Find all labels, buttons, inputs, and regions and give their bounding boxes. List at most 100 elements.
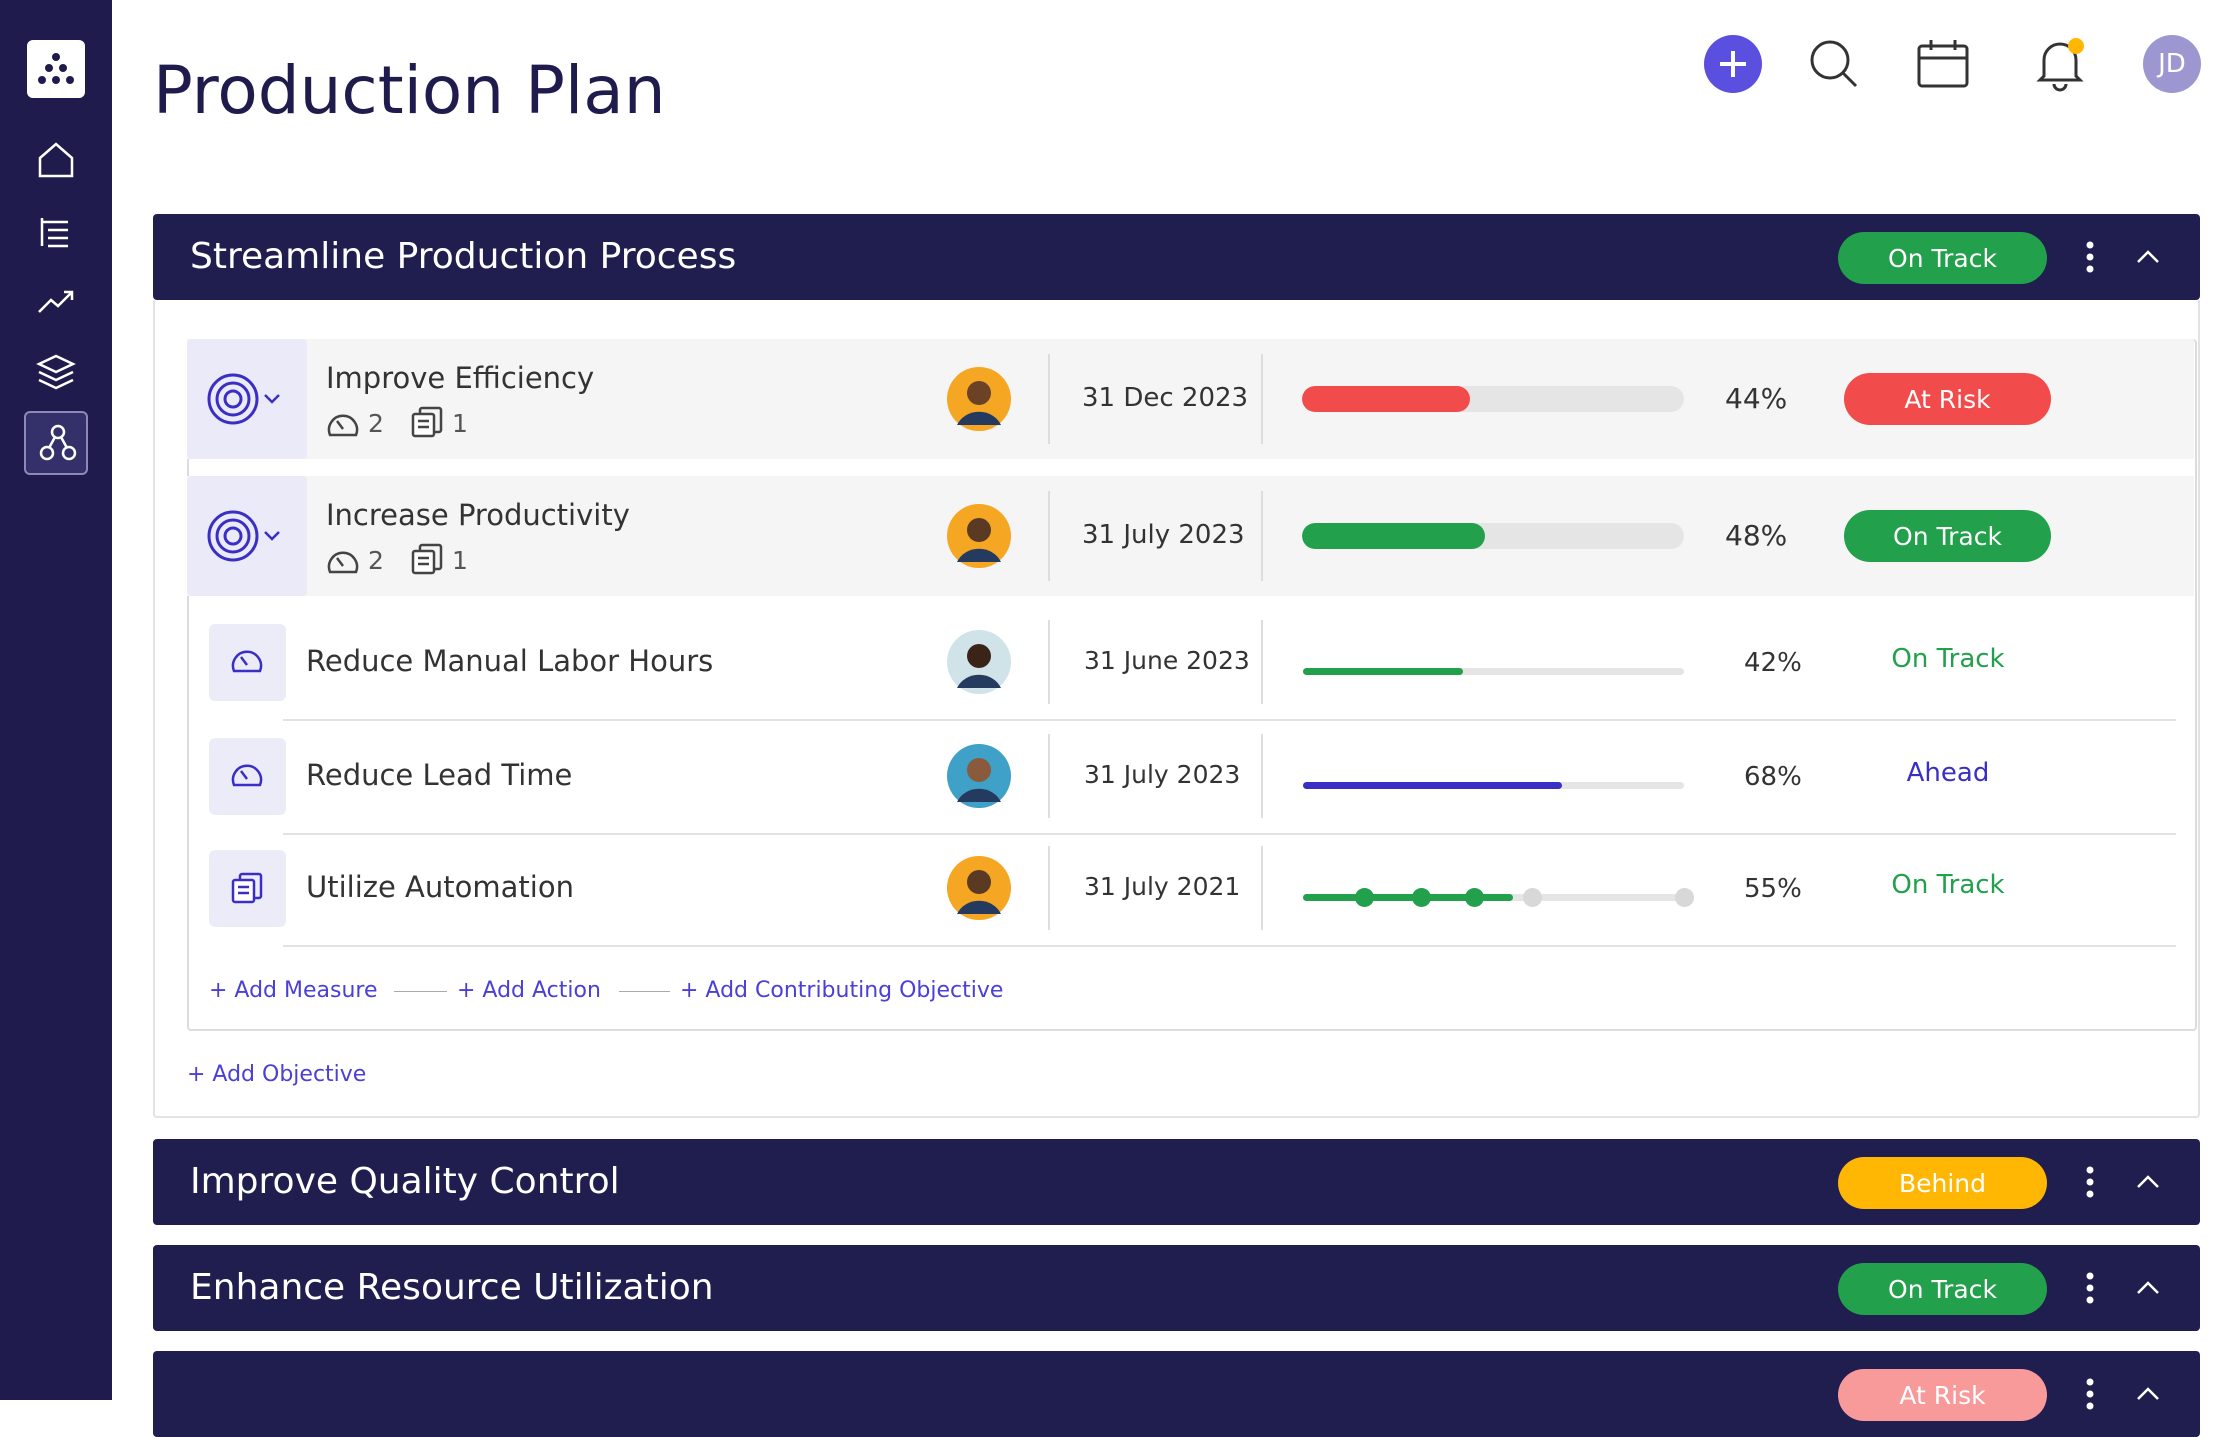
owner-avatar (947, 367, 1011, 435)
divider (1048, 734, 1050, 818)
milestone (1675, 888, 1694, 907)
collapse-button[interactable] (2134, 1172, 2162, 1192)
collapse-button[interactable] (2134, 1278, 2162, 1298)
owner-avatar (947, 856, 1011, 924)
status-pill: At Risk (1838, 1369, 2047, 1421)
divider (1048, 354, 1050, 444)
due-date: 31 Dec 2023 (1082, 383, 1249, 413)
objective-icon[interactable] (187, 339, 307, 459)
progress-percent: 68% (1744, 762, 1802, 792)
layers-icon[interactable] (36, 352, 76, 390)
status-text: On Track (1891, 644, 2005, 674)
trend-icon[interactable] (36, 286, 76, 318)
list-icon[interactable] (38, 214, 74, 250)
progress-bar (1303, 668, 1464, 675)
due-date: 31 July 2021 (1084, 872, 1241, 901)
milestone (1465, 888, 1485, 907)
add-link[interactable]: + Add Action (457, 978, 601, 1003)
action-count: 1 (452, 409, 468, 438)
progress-track (1303, 888, 1694, 907)
action-icon (410, 405, 444, 443)
objective-name: Increase Productivity (326, 498, 630, 532)
status-text: On Track (1891, 870, 2005, 900)
key-result-icon (209, 738, 286, 815)
objective-name: Improve Efficiency (326, 361, 595, 395)
progress-percent: 55% (1744, 874, 1802, 904)
key-result-name: Utilize Automation (306, 870, 574, 904)
bell-icon[interactable] (2036, 36, 2086, 92)
divider (1261, 491, 1263, 581)
key-result-icon (209, 624, 286, 701)
action-icon (410, 542, 444, 580)
status-pill: At Risk (1844, 373, 2051, 425)
due-date: 31 July 2023 (1082, 520, 1245, 550)
owner-avatar (947, 744, 1011, 812)
row-separator (283, 719, 2176, 721)
progress-percent: 44% (1725, 382, 1788, 415)
menu-button[interactable] (2080, 1268, 2100, 1308)
add-objective[interactable]: + Add Objective (187, 1062, 367, 1087)
add-link[interactable]: + Add Measure (209, 978, 378, 1003)
user-avatar[interactable]: JD (2143, 35, 2201, 93)
divider (1048, 846, 1050, 930)
divider (1261, 620, 1263, 704)
menu-button[interactable] (2080, 237, 2100, 277)
measure-icon (326, 546, 360, 580)
group-title: Streamline Production Process (190, 236, 737, 277)
nav-active[interactable] (24, 411, 88, 475)
network-icon (39, 424, 77, 461)
progress-percent: 42% (1744, 648, 1802, 678)
calendar-icon[interactable] (1916, 38, 1970, 90)
home-icon[interactable] (36, 140, 76, 180)
divider (1261, 354, 1263, 444)
milestone (1522, 888, 1542, 907)
progress-track (1302, 386, 1684, 412)
search-icon[interactable] (1808, 38, 1860, 90)
due-date: 31 July 2023 (1084, 760, 1241, 789)
progress-track (1302, 523, 1684, 549)
objective-icon[interactable] (187, 476, 307, 596)
progress-track (1303, 782, 1684, 789)
group-title: Improve Quality Control (190, 1161, 620, 1202)
progress-bar (1302, 523, 1486, 549)
logo (27, 40, 85, 98)
key-result-name: Reduce Manual Labor Hours (306, 644, 714, 678)
status-pill: On Track (1838, 232, 2047, 284)
action-count: 1 (452, 546, 468, 575)
menu-button[interactable] (2080, 1162, 2100, 1202)
menu-button[interactable] (2080, 1374, 2100, 1414)
sidebar (0, 0, 112, 1400)
link-connector (394, 991, 447, 992)
key-result-name: Reduce Lead Time (306, 758, 573, 792)
status-text: Ahead (1906, 758, 1990, 788)
milestone (1354, 888, 1374, 907)
measure-count: 2 (368, 409, 384, 438)
measure-icon (326, 409, 360, 443)
divider (1261, 734, 1263, 818)
milestone (1412, 888, 1432, 907)
due-date: 31 June 2023 (1084, 646, 1250, 675)
measure-count: 2 (368, 546, 384, 575)
collapse-button[interactable] (2134, 1384, 2162, 1404)
progress-bar (1302, 386, 1471, 412)
divider (1048, 620, 1050, 704)
row-separator (283, 945, 2176, 947)
progress-percent: 48% (1725, 519, 1788, 552)
link-connector (619, 991, 670, 992)
group-title: Enhance Resource Utilization (190, 1267, 714, 1308)
owner-avatar (947, 504, 1011, 572)
status-pill: On Track (1838, 1263, 2047, 1315)
add-link[interactable]: + Add Contributing Objective (680, 978, 1004, 1003)
divider (1048, 491, 1050, 581)
owner-avatar (947, 630, 1011, 698)
progress-bar (1303, 782, 1563, 789)
status-pill: Behind (1838, 1157, 2047, 1209)
status-pill: On Track (1844, 510, 2051, 562)
collapse-button[interactable] (2134, 247, 2162, 267)
page-title: Production Plan (153, 52, 666, 129)
add-button[interactable] (1704, 35, 1762, 93)
row-separator (283, 833, 2176, 835)
progress-bar (1303, 894, 1513, 901)
key-result-icon (209, 850, 286, 927)
